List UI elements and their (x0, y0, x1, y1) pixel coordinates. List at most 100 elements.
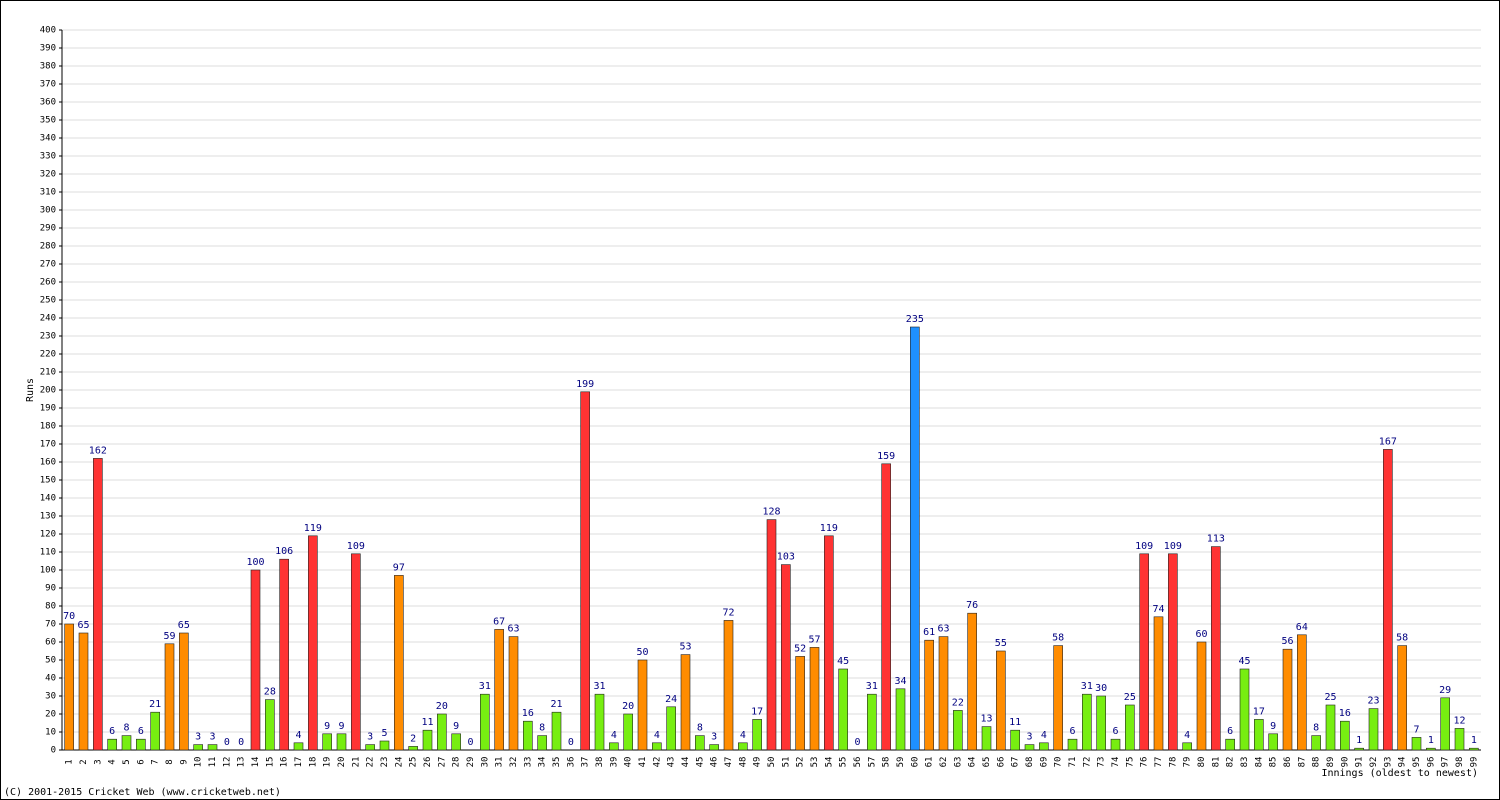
x-tick-label: 76 (1140, 757, 1150, 768)
bar (838, 668, 848, 751)
value-label: 159 (877, 451, 895, 462)
value-label: 0 (467, 737, 473, 748)
x-tick-label: 25 (409, 757, 419, 768)
value-label: 16 (522, 708, 534, 719)
bar (1096, 695, 1106, 751)
value-label: 8 (123, 723, 129, 734)
value-label: 31 (1081, 681, 1093, 692)
bar (551, 711, 562, 751)
y-tick-label: 390 (40, 44, 56, 54)
bar (308, 535, 318, 751)
bar (809, 647, 820, 751)
bar (523, 720, 533, 751)
x-tick-label: 45 (695, 757, 705, 768)
value-label: 235 (906, 314, 924, 325)
x-tick-label: 54 (824, 757, 834, 768)
y-tick-label: 250 (40, 296, 56, 306)
value-label: 70 (63, 611, 75, 622)
bar (250, 569, 261, 751)
bar (738, 742, 748, 751)
y-axis-label: Runs (25, 378, 36, 402)
bar (480, 693, 490, 751)
value-label: 9 (338, 721, 344, 732)
bar (351, 553, 361, 751)
value-label: 4 (1184, 730, 1190, 741)
bar (437, 713, 447, 751)
bar (594, 693, 605, 751)
bar (752, 719, 762, 751)
bar (1024, 744, 1035, 751)
y-tick-label: 310 (40, 188, 56, 198)
value-label: 11 (1009, 717, 1021, 728)
x-tick-label: 33 (523, 757, 533, 768)
y-tick-label: 140 (40, 494, 56, 504)
x-tick-label: 6 (136, 759, 146, 764)
value-label: 8 (697, 723, 703, 734)
bar (924, 639, 934, 751)
y-tick-label: 270 (40, 260, 56, 270)
value-label: 3 (209, 732, 215, 743)
value-label: 34 (894, 676, 906, 687)
value-label: 9 (453, 721, 459, 732)
value-label: 76 (966, 600, 978, 611)
x-tick-label: 72 (1082, 757, 1092, 768)
bar (494, 629, 504, 751)
bar (1397, 645, 1407, 751)
x-tick-label: 18 (308, 757, 318, 768)
value-label: 100 (246, 557, 264, 568)
x-tick-label: 26 (423, 757, 433, 768)
x-tick-label: 69 (1039, 757, 1049, 768)
y-tick-label: 340 (40, 134, 56, 144)
y-tick-label: 20 (45, 710, 56, 720)
x-tick-label: 90 (1340, 757, 1350, 768)
y-tick-label: 30 (45, 692, 56, 702)
bar (795, 656, 805, 751)
bar (996, 650, 1006, 751)
bar (537, 735, 547, 751)
bar (1082, 693, 1092, 751)
bar (1411, 737, 1422, 751)
bar (451, 733, 461, 751)
bar (78, 632, 89, 751)
bar (781, 564, 791, 751)
y-tick-label: 180 (40, 422, 56, 432)
x-tick-label: 41 (638, 757, 648, 768)
x-tick-label: 60 (910, 757, 920, 768)
y-tick-label: 110 (40, 548, 56, 558)
value-label: 12 (1453, 715, 1465, 726)
x-tick-label: 42 (652, 757, 662, 768)
value-label: 22 (952, 697, 964, 708)
bar (652, 742, 662, 751)
bar (1454, 728, 1465, 751)
x-tick-label: 48 (738, 757, 748, 768)
value-label: 17 (1253, 706, 1265, 717)
value-label: 63 (937, 624, 949, 635)
bar (580, 391, 590, 751)
x-tick-label: 94 (1398, 757, 1408, 768)
y-tick-label: 70 (45, 620, 56, 630)
x-tick-label: 21 (351, 757, 361, 768)
x-tick-label: 28 (452, 757, 462, 768)
value-label: 23 (1367, 696, 1379, 707)
value-label: 56 (1281, 636, 1293, 647)
x-tick-label: 84 (1254, 757, 1264, 768)
value-label: 119 (304, 523, 322, 534)
x-tick-label: 13 (237, 757, 247, 768)
bar (136, 738, 146, 751)
x-tick-label: 49 (753, 757, 763, 768)
value-label: 31 (479, 681, 491, 692)
bar (1125, 704, 1135, 751)
value-label: 6 (109, 726, 115, 737)
bar (322, 733, 332, 751)
y-tick-label: 360 (40, 98, 56, 108)
value-label: 58 (1396, 633, 1408, 644)
x-tick-label: 39 (609, 757, 619, 768)
x-tick-label: 96 (1426, 757, 1436, 768)
bar (293, 742, 304, 751)
bar (93, 458, 103, 751)
value-label: 72 (722, 607, 734, 618)
bar (336, 733, 347, 751)
value-label: 67 (493, 616, 505, 627)
footer: (C) 2001-2015 Cricket Web (www.cricketwe… (4, 787, 281, 798)
